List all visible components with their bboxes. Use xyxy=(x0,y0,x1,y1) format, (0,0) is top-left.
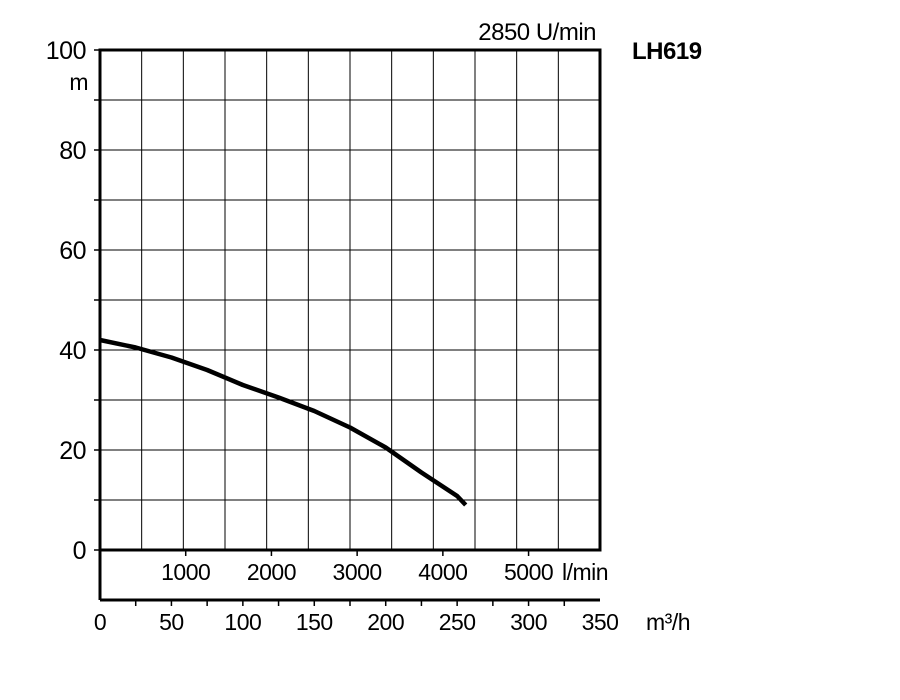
x-tick-labels-m3h: 0 50 100 150 200 250 300 350 xyxy=(94,609,619,635)
y-tick-label: 20 xyxy=(59,437,86,465)
x-tick-label-m3h: 350 xyxy=(582,609,619,635)
x-tick-label-m3h: 50 xyxy=(159,609,184,635)
y-axis-unit: m xyxy=(69,69,88,95)
y-tick-label: 100 xyxy=(46,37,86,65)
plot-frame xyxy=(94,48,602,606)
grid xyxy=(100,50,600,550)
x-tick-label-lmin: 3000 xyxy=(333,559,382,585)
x-axis-unit-m3h: m³/h xyxy=(646,609,690,635)
x-tick-label-lmin: 2000 xyxy=(247,559,296,585)
y-tick-label: 80 xyxy=(59,137,86,165)
x-tick-label-lmin: 1000 xyxy=(161,559,210,585)
x-tick-label-m3h: 0 xyxy=(94,609,106,635)
y-tick-label: 40 xyxy=(59,337,86,365)
x-tick-label-m3h: 200 xyxy=(367,609,404,635)
y-tick-labels: 0 20 40 60 80 100 xyxy=(46,37,87,565)
x-axis-unit-lmin: l/min xyxy=(562,559,608,585)
x-tick-labels-lmin: 1000 2000 3000 4000 5000 xyxy=(161,559,554,585)
model-title: LH619 xyxy=(632,38,702,65)
y-tick-label: 60 xyxy=(59,237,86,265)
head-curve-line xyxy=(99,337,468,507)
x-tick-label-lmin: 4000 xyxy=(418,559,467,585)
y-tick-label: 0 xyxy=(73,537,86,565)
x-tick-label-m3h: 300 xyxy=(510,609,547,635)
x-tick-label-m3h: 100 xyxy=(224,609,261,635)
x-tick-label-m3h: 250 xyxy=(439,609,476,635)
speed-label: 2850 U/min xyxy=(478,19,596,46)
x-tick-label-m3h: 150 xyxy=(296,609,333,635)
x-tick-label-lmin: 5000 xyxy=(504,559,553,585)
curve-layer xyxy=(99,337,468,507)
